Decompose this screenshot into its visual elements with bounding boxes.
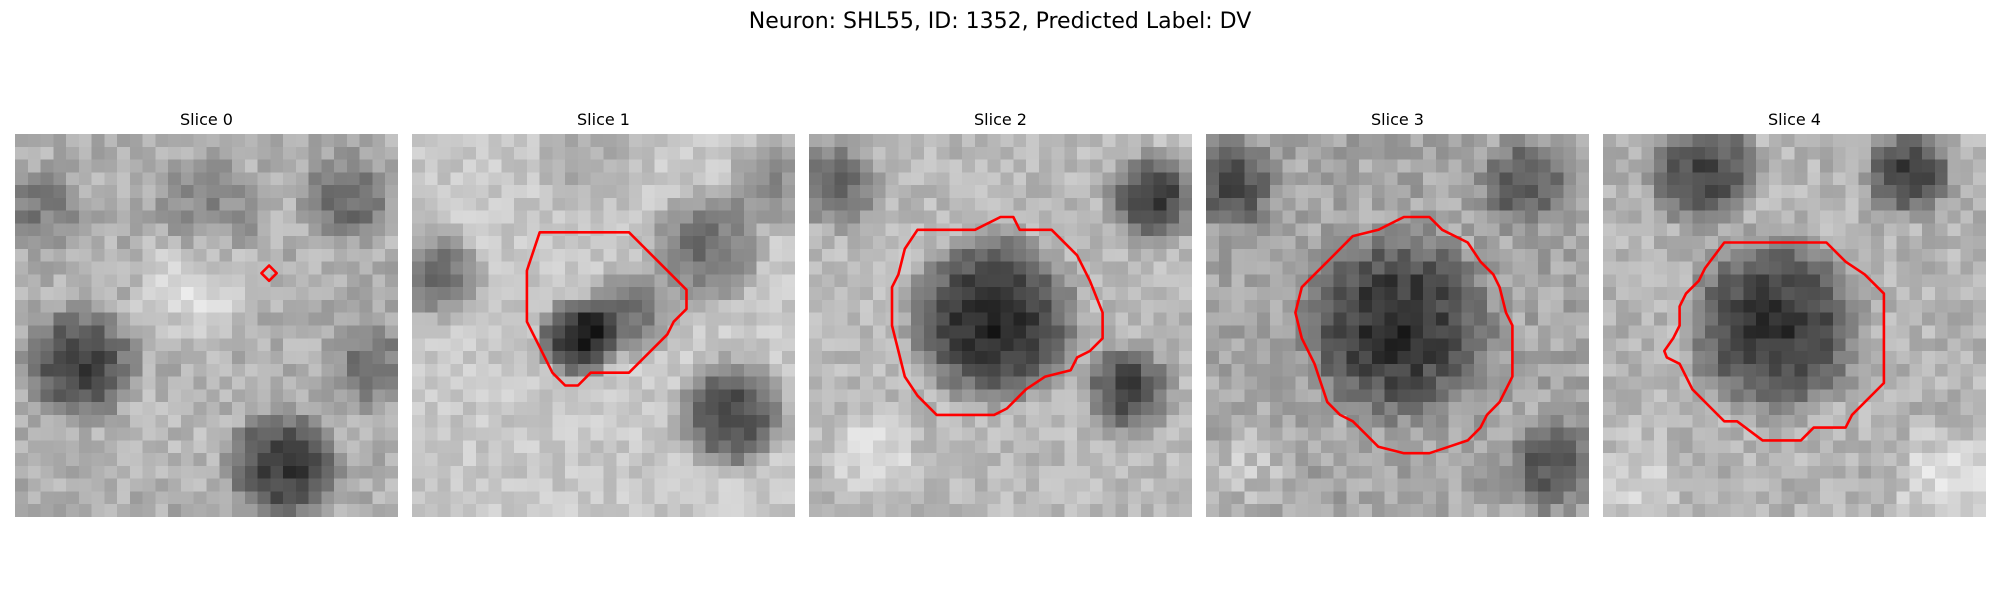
pixel-grid [412, 134, 795, 517]
slice-title-3: Slice 3 [1371, 110, 1424, 129]
slice-panel-2: Slice 2 [809, 110, 1192, 517]
slice-panel-3: Slice 3 [1206, 110, 1589, 517]
slice-image-3 [1206, 134, 1589, 517]
slice-panel-1: Slice 1 [412, 110, 795, 517]
slice-panel-0: Slice 0 [15, 110, 398, 517]
pixel-grid [15, 134, 398, 517]
slice-image-2 [809, 134, 1192, 517]
segmentation-contour [890, 215, 1104, 417]
segmentation-contour [1294, 215, 1514, 455]
slice-title-2: Slice 2 [974, 110, 1027, 129]
slice-image-1 [412, 134, 795, 517]
figure-title: Neuron: SHL55, ID: 1352, Predicted Label… [748, 9, 1252, 34]
pixel-grid [1206, 134, 1589, 517]
slice-panel-4: Slice 4 [1603, 110, 1986, 517]
slice-title-1: Slice 1 [577, 110, 630, 129]
segmentation-contour [260, 264, 279, 283]
slice-image-4 [1603, 134, 1986, 517]
slice-image-0 [15, 134, 398, 517]
pixel-grid [1603, 134, 1986, 517]
slice-title-0: Slice 0 [180, 110, 233, 129]
slice-title-4: Slice 4 [1768, 110, 1821, 129]
segmentation-contour [525, 231, 688, 387]
pixel-grid [809, 134, 1192, 517]
segmentation-contour [1662, 241, 1886, 442]
